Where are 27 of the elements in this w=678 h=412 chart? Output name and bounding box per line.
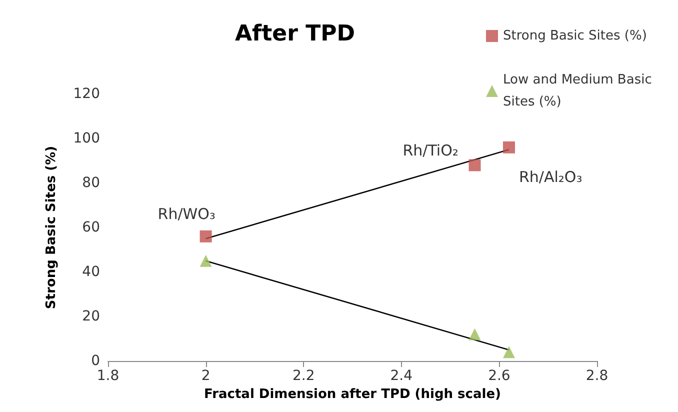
point — [200, 254, 212, 267]
y-tick-label: 60 — [82, 220, 100, 236]
y-tick-label: 80 — [82, 175, 100, 191]
x-axis-title: Fractal Dimension after TPD (high scale) — [204, 386, 501, 402]
point — [468, 328, 481, 340]
chart-title: After TPD — [235, 22, 355, 46]
point — [468, 159, 481, 172]
point — [502, 346, 515, 358]
x-tick-label: 2.6 — [488, 368, 510, 384]
y-tick-label: 0 — [91, 353, 100, 369]
x-tick-label: 1.8 — [96, 368, 120, 384]
x-tick-label: 2 — [201, 368, 210, 384]
y-tick-label: 20 — [82, 308, 100, 324]
point — [200, 230, 212, 242]
annotation: Rh/TiO₂ — [402, 142, 458, 160]
y-tick-label: 40 — [82, 264, 100, 280]
x-tick-label: 2.8 — [586, 368, 608, 384]
legend-label: Low and Medium Basic Sites (%) — [503, 72, 656, 110]
point — [502, 141, 515, 154]
legend-label: Strong Basic Sites (%) — [503, 28, 647, 44]
x-tick-label: 2.4 — [390, 368, 413, 384]
annotation: Rh/Al₂O₃ — [518, 168, 582, 186]
y-axis-title: Strong Basic Sites (%) — [44, 146, 59, 310]
x-tick-label: 2.2 — [292, 368, 315, 384]
y-tick-label: 100 — [73, 130, 100, 146]
annotation: Rh/WO₃ — [158, 204, 216, 223]
y-tick-label: 120 — [73, 86, 100, 102]
